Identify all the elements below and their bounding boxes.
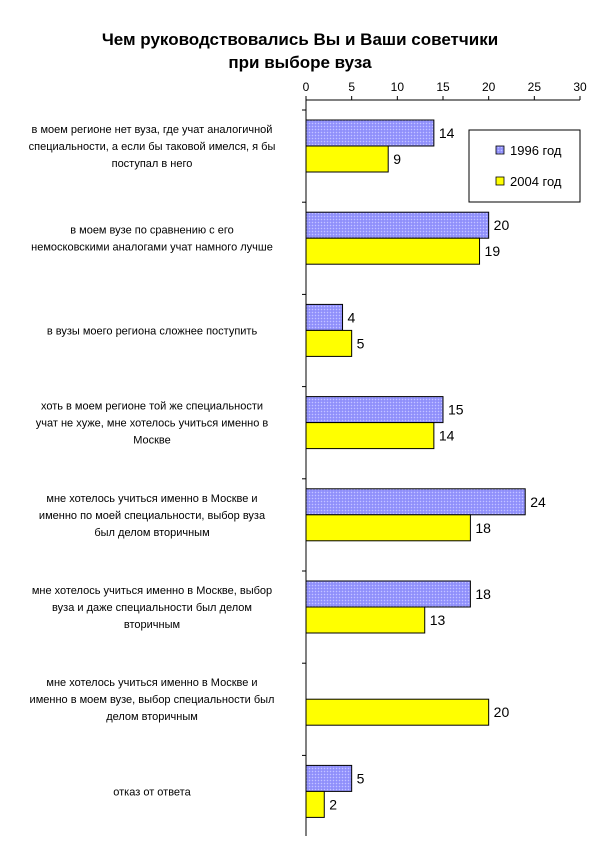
- bar-1996: [305, 580, 471, 608]
- category-label: в вузы моего региона сложнее поступить: [47, 325, 258, 337]
- legend-swatch-1996: [495, 145, 505, 155]
- x-tick-label: 10: [391, 80, 405, 94]
- category-label: вуза и даже специальности был делом: [52, 602, 252, 614]
- category-label: именно по моей специальности, выбор вуза: [39, 510, 266, 522]
- category-label: делом вторичным: [106, 711, 198, 723]
- bar-2004: [305, 329, 353, 357]
- bar-2004: [305, 514, 471, 542]
- data-label: 19: [485, 243, 501, 259]
- category-label: был делом вторичным: [94, 527, 209, 539]
- data-label: 5: [357, 335, 365, 351]
- x-tick-label: 25: [528, 80, 542, 94]
- category-label: поступал в него: [112, 158, 193, 170]
- category-label: немосковскими аналогами учат намного луч…: [31, 242, 273, 254]
- bar-1996: [305, 396, 444, 424]
- bar-2004: [305, 790, 325, 818]
- data-label: 13: [430, 612, 446, 628]
- x-axis: 0 5 10 15 20 25 30: [303, 80, 587, 101]
- x-tick-label: 15: [436, 80, 450, 94]
- legend: 1996 год 2004 год: [468, 129, 581, 203]
- legend-label-1996: 1996 год: [510, 143, 562, 158]
- category-label: в моем регионе нет вуза, где учат аналог…: [32, 124, 273, 136]
- bar-2004: [305, 237, 481, 265]
- x-tick-label: 20: [482, 80, 496, 94]
- category-label: Москве: [133, 435, 171, 447]
- bar-1996: [305, 488, 526, 516]
- x-tick-label: 30: [573, 80, 587, 94]
- data-label: 20: [494, 704, 510, 720]
- data-label: 18: [475, 586, 491, 602]
- bar-1996: [305, 119, 435, 147]
- data-label: 18: [475, 520, 491, 536]
- category-label: в моем вузе по сравнению с его: [70, 225, 234, 237]
- chart-title-line-1: Чем руководствовались Вы и Ваши советчик…: [102, 30, 498, 49]
- bar-1996: [305, 303, 344, 331]
- bar-2004: [305, 606, 426, 634]
- x-tick-label: 5: [348, 80, 355, 94]
- bar-1996: [305, 211, 490, 239]
- category-label: мне хотелось учиться именно в Москве и: [46, 493, 257, 505]
- category-label: мне хотелось учиться именно в Москве, вы…: [32, 585, 272, 597]
- category-label: хоть в моем регионе той же специальности: [41, 401, 263, 413]
- category-label: именно в моем вузе, выбор специальности …: [30, 694, 275, 706]
- category-label: отказ от ответа: [113, 786, 191, 798]
- data-label: 14: [439, 125, 455, 141]
- bar-1996: [305, 764, 353, 792]
- category-label: специальности, а если бы таковой имелся,…: [29, 141, 276, 153]
- bar-2004: [305, 422, 435, 450]
- data-label: 20: [494, 217, 510, 233]
- bars: [305, 119, 526, 818]
- category-label: учат не хуже, мне хотелось учиться именн…: [36, 418, 269, 430]
- data-label: 14: [439, 428, 455, 444]
- data-label: 15: [448, 402, 464, 418]
- legend-label-2004: 2004 год: [510, 174, 562, 189]
- category-label: мне хотелось учиться именно в Москве и: [46, 677, 257, 689]
- data-label: 24: [530, 494, 546, 510]
- chart-title-line-2: при выборе вуза: [228, 53, 372, 72]
- legend-swatch-2004: [495, 176, 505, 186]
- bar-2004: [305, 145, 389, 173]
- bar-2004: [305, 698, 490, 726]
- category-labels: в моем регионе нет вуза, где учат аналог…: [29, 109, 306, 798]
- data-label: 2: [329, 796, 337, 812]
- x-tick-label: 0: [303, 80, 310, 94]
- category-label: вторичным: [124, 619, 180, 631]
- legend-box: [468, 129, 581, 203]
- data-label: 9: [393, 151, 401, 167]
- data-label: 4: [348, 309, 356, 325]
- data-label: 5: [357, 770, 365, 786]
